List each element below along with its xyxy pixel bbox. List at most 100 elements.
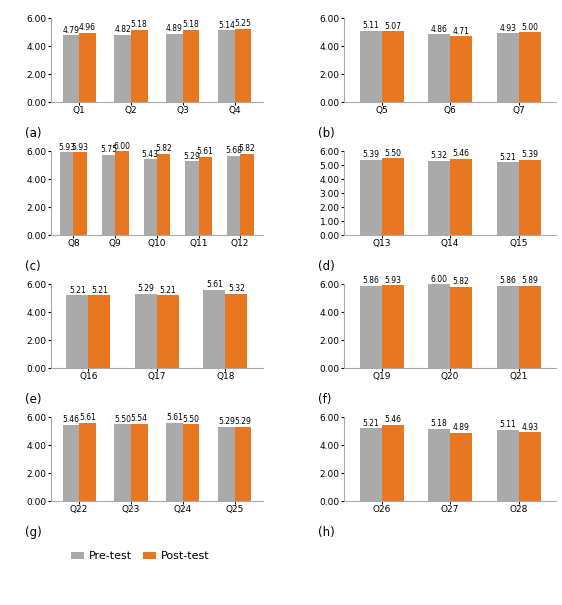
Bar <box>227 155 240 235</box>
Text: 5.89: 5.89 <box>521 276 538 285</box>
Text: 5.29: 5.29 <box>138 284 155 293</box>
Text: 5.18: 5.18 <box>131 20 148 29</box>
Text: 4.96: 4.96 <box>79 23 96 32</box>
Text: 5.75: 5.75 <box>100 145 117 154</box>
Bar <box>183 30 200 102</box>
Text: 5.82: 5.82 <box>155 144 172 153</box>
Bar <box>62 35 79 102</box>
Bar <box>382 285 404 368</box>
Text: 5.18: 5.18 <box>183 20 200 29</box>
Text: 4.82: 4.82 <box>114 25 131 34</box>
Bar <box>183 424 200 501</box>
Text: 4.79: 4.79 <box>62 25 79 34</box>
Bar <box>450 433 472 501</box>
Text: 5.29: 5.29 <box>183 151 200 160</box>
Bar <box>185 161 198 235</box>
Bar <box>240 154 253 235</box>
Text: 5.50: 5.50 <box>384 149 401 157</box>
Text: 5.11: 5.11 <box>499 420 516 429</box>
Bar <box>428 428 450 501</box>
Text: (c): (c) <box>25 261 40 273</box>
Bar <box>428 34 450 102</box>
Text: 5.61: 5.61 <box>166 413 183 422</box>
Text: 5.21: 5.21 <box>69 286 85 295</box>
Bar <box>519 286 541 368</box>
Bar <box>450 36 472 102</box>
Text: 5.00: 5.00 <box>521 22 538 31</box>
Text: 5.39: 5.39 <box>362 150 379 159</box>
Bar <box>79 33 96 102</box>
Bar <box>157 295 179 368</box>
Bar <box>360 31 382 102</box>
Text: 5.86: 5.86 <box>499 276 516 286</box>
Text: 5.46: 5.46 <box>452 149 470 158</box>
Bar <box>497 162 519 235</box>
Bar <box>519 160 541 235</box>
Text: 5.14: 5.14 <box>218 21 235 30</box>
Bar <box>360 428 382 501</box>
Bar <box>131 424 147 501</box>
Text: (f): (f) <box>318 393 332 407</box>
Text: 5.50: 5.50 <box>183 414 200 423</box>
Text: 5.46: 5.46 <box>384 415 401 424</box>
Text: 4.93: 4.93 <box>521 422 538 431</box>
Text: 5.61: 5.61 <box>79 413 96 422</box>
Text: (e): (e) <box>25 393 42 407</box>
Bar <box>218 427 234 501</box>
Text: 5.18: 5.18 <box>431 419 447 428</box>
Text: 4.89: 4.89 <box>452 423 469 432</box>
Bar <box>74 152 87 235</box>
Bar <box>114 34 131 102</box>
Text: 5.43: 5.43 <box>142 149 158 159</box>
Bar <box>198 157 212 235</box>
Text: 5.25: 5.25 <box>234 19 251 28</box>
Text: (b): (b) <box>318 128 335 140</box>
Text: 5.32: 5.32 <box>430 151 447 160</box>
Text: 5.68: 5.68 <box>225 146 242 155</box>
Legend: Pre-test, Post-test: Pre-test, Post-test <box>66 547 214 566</box>
Bar <box>166 422 183 501</box>
Text: 5.46: 5.46 <box>62 415 79 424</box>
Text: (h): (h) <box>318 526 335 540</box>
Bar <box>66 295 88 368</box>
Text: 5.86: 5.86 <box>362 276 379 286</box>
Bar <box>360 160 382 235</box>
Bar <box>157 154 170 235</box>
Text: 4.71: 4.71 <box>452 27 469 36</box>
Bar <box>218 30 234 102</box>
Bar <box>519 432 541 501</box>
Text: 5.54: 5.54 <box>131 414 148 423</box>
Text: 5.21: 5.21 <box>499 152 516 162</box>
Bar <box>450 159 472 235</box>
Text: 5.61: 5.61 <box>197 147 214 156</box>
Bar <box>360 286 382 368</box>
Text: 5.82: 5.82 <box>453 277 469 286</box>
Bar <box>166 34 183 102</box>
Bar <box>225 293 247 368</box>
Bar <box>497 33 519 102</box>
Text: 5.39: 5.39 <box>521 150 538 159</box>
Bar <box>115 151 129 235</box>
Text: (g): (g) <box>25 526 42 540</box>
Bar <box>428 284 450 368</box>
Bar <box>143 159 157 235</box>
Text: 5.93: 5.93 <box>58 143 75 151</box>
Text: 5.21: 5.21 <box>91 286 108 295</box>
Bar <box>62 425 79 501</box>
Text: 5.29: 5.29 <box>234 417 251 427</box>
Bar <box>450 287 472 368</box>
Bar <box>382 158 404 235</box>
Bar <box>79 422 96 501</box>
Bar <box>428 161 450 235</box>
Text: 5.21: 5.21 <box>160 286 176 295</box>
Text: 5.32: 5.32 <box>228 284 245 293</box>
Bar <box>203 290 225 368</box>
Text: (d): (d) <box>318 261 335 273</box>
Text: 4.93: 4.93 <box>499 24 516 33</box>
Text: 4.86: 4.86 <box>430 25 447 33</box>
Bar <box>102 155 115 235</box>
Text: 5.29: 5.29 <box>218 417 235 427</box>
Text: 4.89: 4.89 <box>166 24 183 33</box>
Text: (a): (a) <box>25 128 42 140</box>
Text: 6.00: 6.00 <box>430 275 448 284</box>
